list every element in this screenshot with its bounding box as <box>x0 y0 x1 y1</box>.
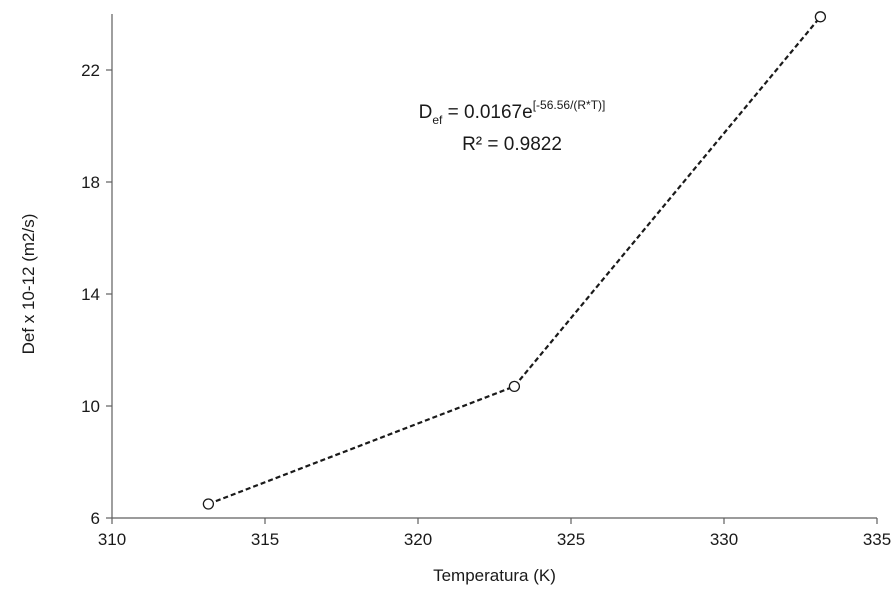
y-tick-label: 22 <box>81 61 100 80</box>
tick-marks: 6 10 14 18 22 310 315 320 325 330 335 <box>81 61 891 549</box>
x-axis-label: Temperatura (K) <box>433 566 556 585</box>
series-line <box>208 16 822 506</box>
x-tick-label: 330 <box>710 530 738 549</box>
y-tick-label: 6 <box>91 509 100 528</box>
x-tick-label: 315 <box>251 530 279 549</box>
x-tick-label: 325 <box>557 530 585 549</box>
x-tick-label: 310 <box>98 530 126 549</box>
y-axis-label: Def x 10-12 (m2/s) <box>19 214 38 355</box>
y-tick-label: 10 <box>81 397 100 416</box>
x-tick-label: 320 <box>404 530 432 549</box>
equation-mid: = 0.0167e <box>442 102 532 123</box>
equation-subscript: ef <box>432 113 443 127</box>
y-tick-label: 14 <box>81 285 100 304</box>
data-point <box>202 498 215 510</box>
axes <box>111 14 877 519</box>
data-point <box>814 11 827 23</box>
series-layer <box>202 11 827 510</box>
equation-annotation: Def = 0.0167e[-56.56/(R*T)] <box>419 98 606 127</box>
y-tick-label: 18 <box>81 173 100 192</box>
r-squared-annotation: R² = 0.9822 <box>462 134 562 155</box>
equation-base: D <box>419 102 433 123</box>
equation-exponent: [-56.56/(R*T)] <box>533 98 606 112</box>
x-tick-label: 335 <box>863 530 891 549</box>
data-point <box>508 380 521 393</box>
